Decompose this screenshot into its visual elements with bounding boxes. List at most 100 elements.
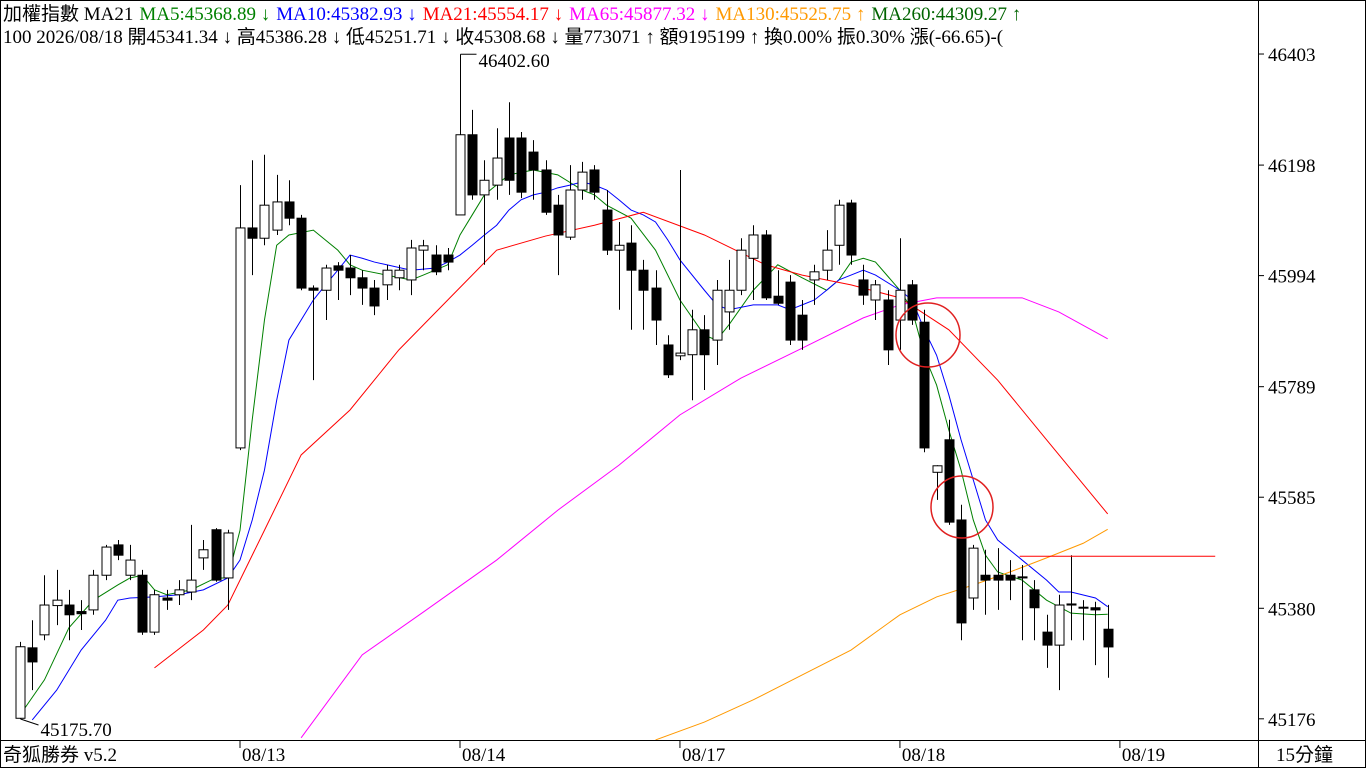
candle-body — [1005, 574, 1016, 581]
candle-body — [1103, 628, 1114, 648]
candle-body — [211, 529, 222, 581]
y-tick-label: 45176 — [1268, 710, 1316, 731]
candle-body — [235, 227, 246, 449]
candle-body — [907, 284, 918, 321]
candle-body — [345, 267, 356, 279]
candle-body — [797, 314, 808, 341]
candle-body — [174, 589, 185, 596]
candle-body — [198, 549, 209, 559]
x-tick-label: 08/17 — [682, 745, 725, 766]
candle-body — [651, 287, 662, 321]
ma-line — [154, 211, 1109, 669]
annotation-label: 46402.60 — [479, 51, 550, 72]
candle-body — [1090, 607, 1101, 611]
chart-title: 加權指數 MA21 — [3, 3, 133, 25]
info-line: 100 2026/08/18 開45341.34 ↓ 高45386.28 ↓ 低… — [3, 26, 1003, 48]
candle-body — [883, 299, 894, 351]
y-tick-label: 45380 — [1268, 599, 1316, 620]
candle-body — [149, 594, 160, 633]
period-label: 15分鐘 — [1276, 744, 1333, 766]
candle-body — [64, 604, 75, 616]
candle-body — [431, 254, 442, 273]
candle-body — [418, 245, 429, 251]
candle-body — [528, 151, 539, 171]
candle-body — [308, 287, 319, 291]
candle-body — [541, 169, 552, 213]
candle-body — [479, 179, 490, 196]
ma-line — [300, 297, 1108, 739]
highlight-circle — [930, 475, 994, 539]
candle-body — [1029, 589, 1040, 609]
candle-body — [822, 249, 833, 271]
candle-body — [186, 579, 197, 593]
y-tick-label: 45585 — [1268, 488, 1316, 509]
candle-body — [712, 289, 723, 341]
candle-body — [492, 157, 503, 186]
candle-body — [614, 244, 625, 251]
legend-entry: MA21:45554.17 ↓ — [423, 4, 563, 25]
candle-body — [76, 611, 87, 615]
candle-body — [565, 189, 576, 238]
candle-body — [675, 352, 686, 357]
candle-body — [162, 597, 173, 601]
footer-label: 奇狐勝券 v5.2 — [3, 744, 117, 766]
candle-body — [1054, 604, 1065, 646]
legend-entry: MA5:45368.89 ↓ — [139, 4, 270, 25]
candle-body — [1017, 576, 1028, 579]
x-tick-label: 08/19 — [1122, 745, 1165, 766]
candle-body — [809, 271, 820, 281]
candle-body — [52, 599, 63, 607]
candle-body — [602, 209, 613, 251]
candle-body — [858, 279, 869, 296]
candle-body — [1066, 603, 1077, 606]
candle-body — [956, 519, 967, 624]
header: 加權指數 MA21 MA5:45368.89 ↓ MA10:45382.93 ↓ MA… — [3, 3, 1021, 48]
candle-body — [223, 532, 234, 579]
candle-body — [626, 242, 637, 271]
x-tick-label: 08/13 — [242, 745, 285, 766]
candle-body — [406, 247, 417, 281]
candle-body — [846, 202, 857, 256]
candle-body — [834, 204, 845, 246]
candle-body — [357, 277, 368, 289]
candle-body — [382, 269, 393, 286]
y-tick-label: 46198 — [1268, 156, 1316, 177]
candle-body — [724, 289, 735, 313]
legend-entry: MA10:45382.93 ↓ — [276, 4, 416, 25]
candle-body — [15, 646, 26, 719]
candle-body — [125, 559, 136, 576]
candle-body — [638, 269, 649, 291]
highlight-circle — [895, 302, 961, 368]
candle-body — [761, 234, 772, 299]
candle-body — [553, 204, 564, 236]
candle-body — [321, 267, 332, 291]
candle-body — [516, 137, 527, 193]
legend-entry: MA260:44309.27 ↑ — [871, 4, 1021, 25]
candle-body — [467, 134, 478, 196]
candle-body — [1042, 631, 1053, 646]
annotation-label: 45175.70 — [41, 720, 112, 741]
x-tick-label: 08/14 — [462, 745, 506, 766]
ma-line — [655, 528, 1108, 740]
legend-entry: MA65:45877.32 ↓ — [569, 4, 709, 25]
candle-body — [369, 287, 380, 307]
candle-body — [247, 227, 258, 239]
candle-body — [88, 574, 99, 611]
candle-body — [137, 574, 148, 633]
y-tick-label: 45789 — [1268, 378, 1316, 399]
annotation-pointer — [20, 718, 39, 726]
candle-body — [577, 171, 588, 191]
candle-body — [895, 289, 906, 321]
candle-body — [870, 284, 881, 301]
candle-body — [1078, 606, 1089, 609]
candle-body — [993, 574, 1004, 581]
candle-body — [980, 574, 991, 581]
candle-body — [443, 254, 454, 263]
candle-body — [968, 547, 979, 599]
candle-body — [736, 249, 747, 291]
candle-body — [101, 546, 112, 576]
